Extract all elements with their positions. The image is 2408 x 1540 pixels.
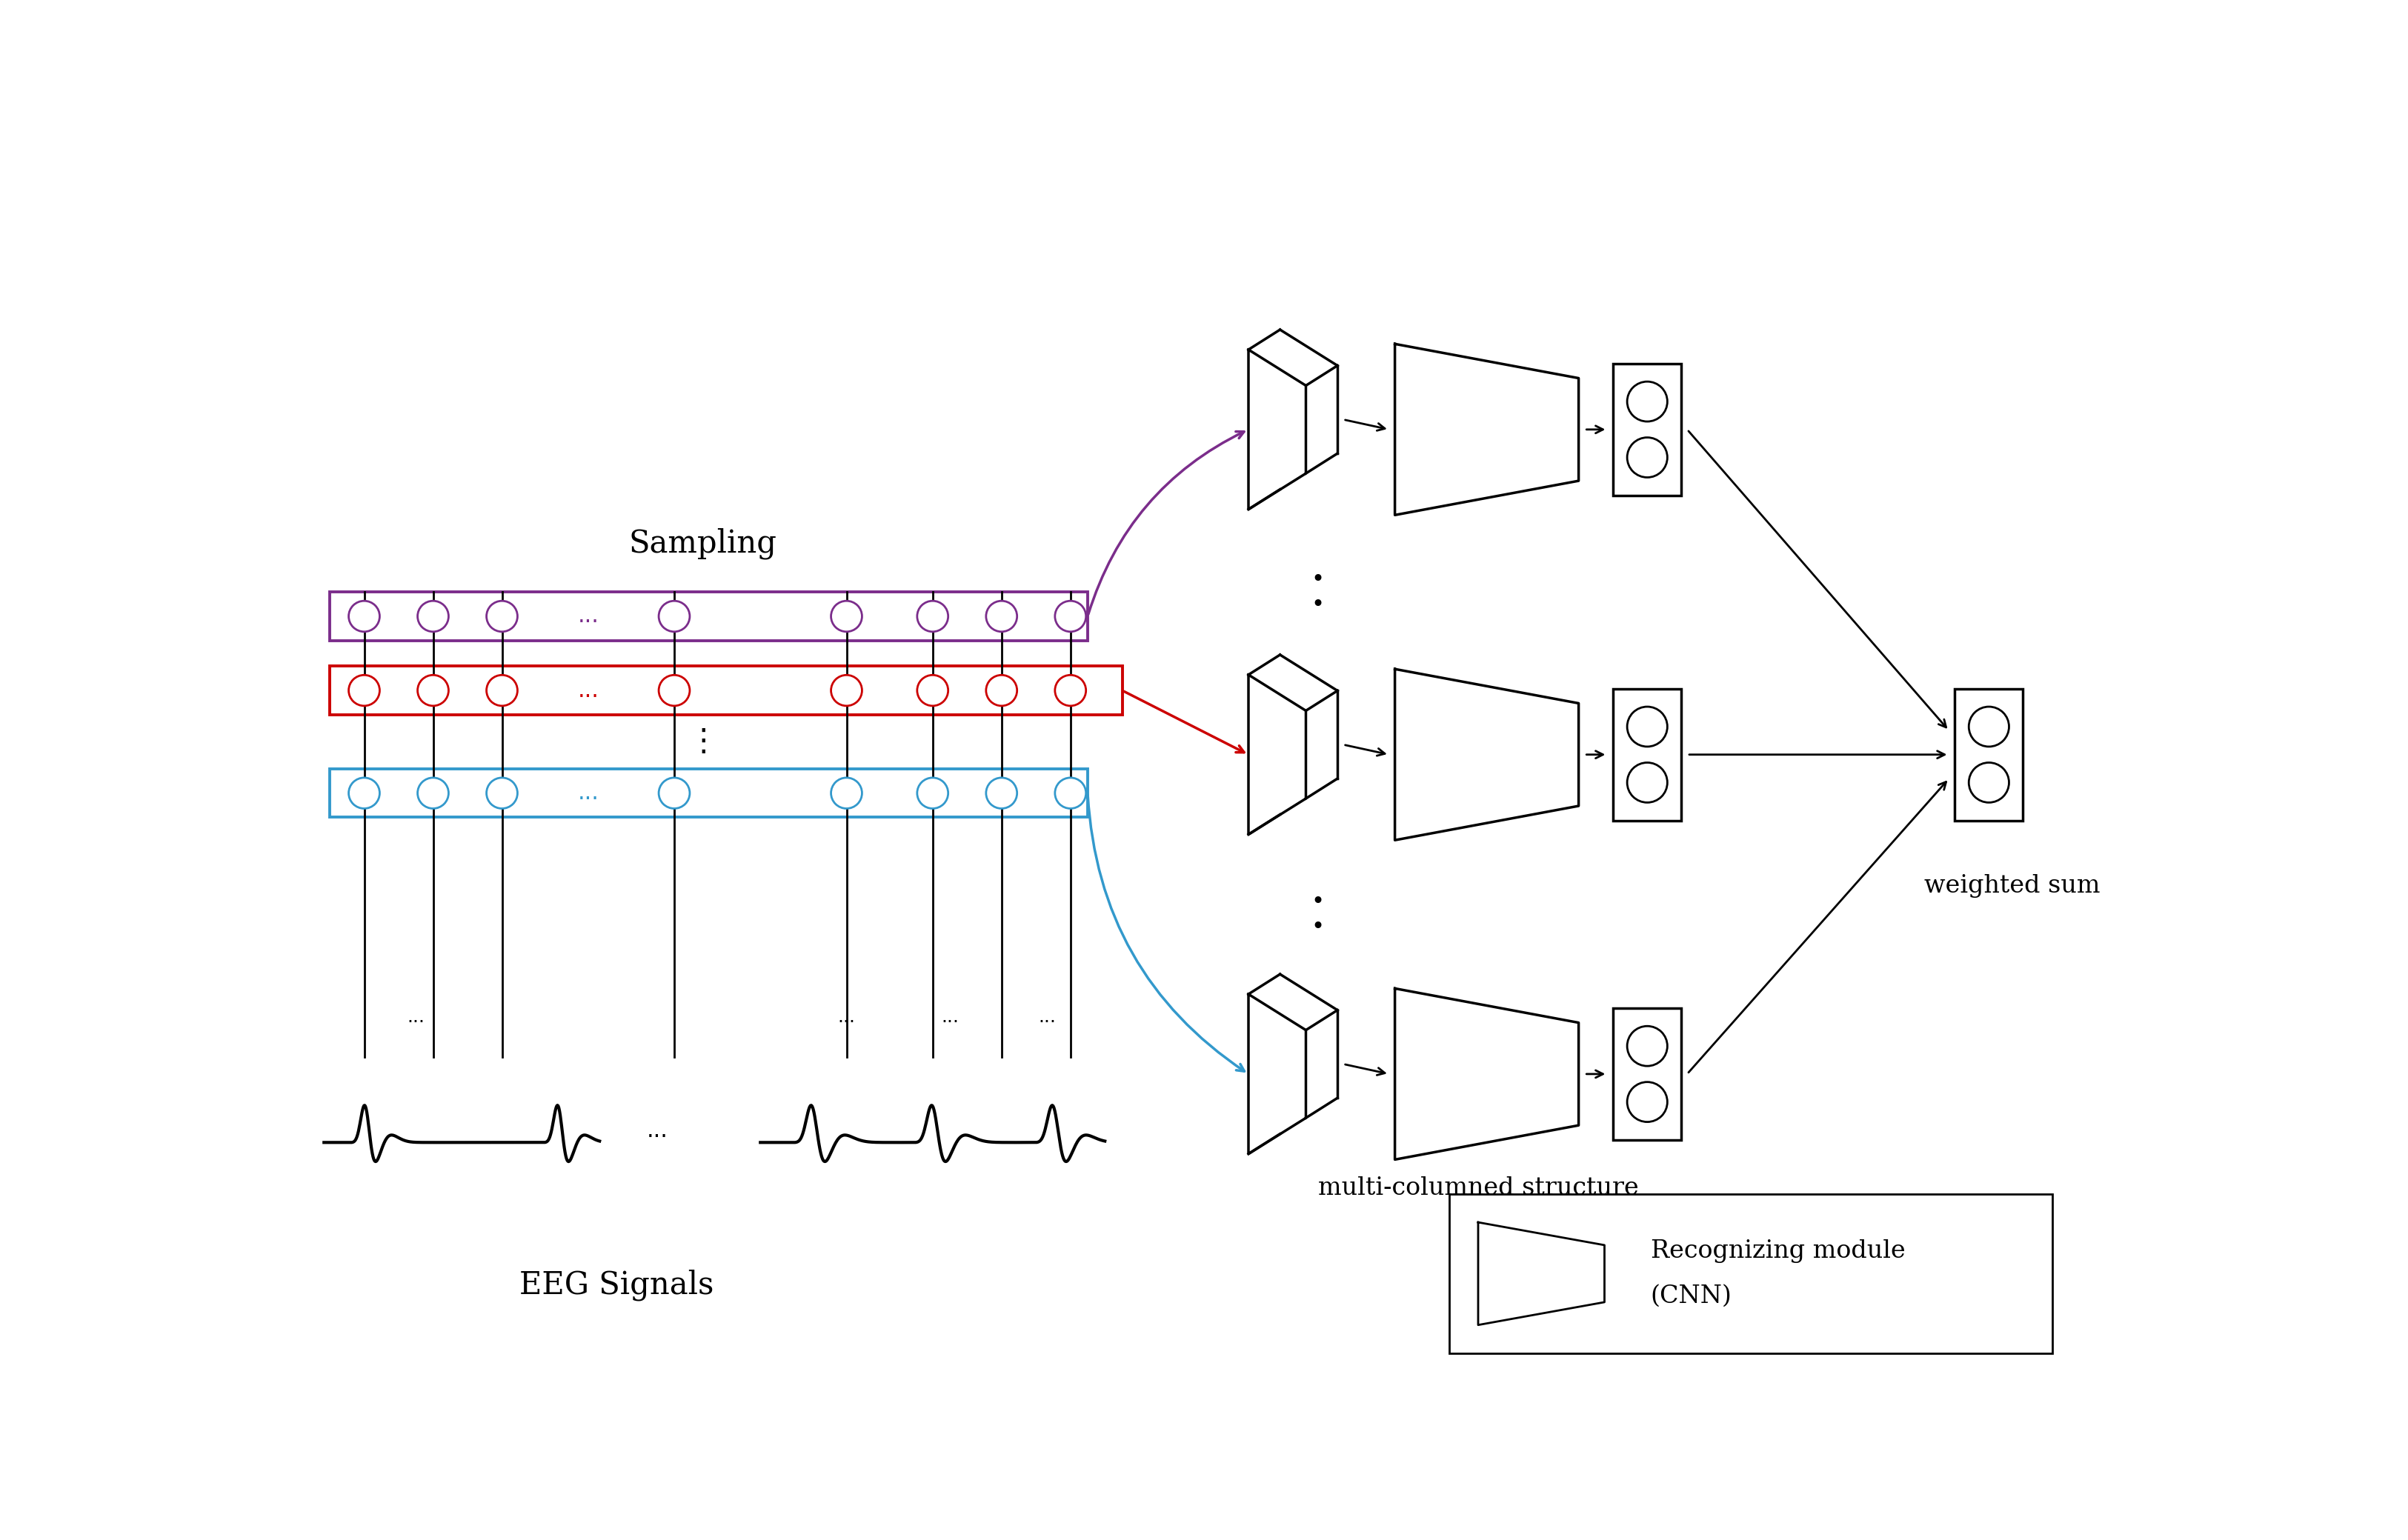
Circle shape [1628, 1083, 1666, 1123]
Bar [330, 591, 1088, 641]
Circle shape [660, 778, 689, 808]
Circle shape [1628, 1026, 1666, 1066]
Circle shape [660, 675, 689, 705]
Circle shape [1628, 437, 1666, 477]
Circle shape [831, 675, 862, 705]
Circle shape [417, 778, 448, 808]
FancyArrowPatch shape [1088, 795, 1245, 1072]
Circle shape [349, 675, 380, 705]
Bar [330, 768, 1088, 818]
FancyArrowPatch shape [1088, 431, 1245, 614]
Circle shape [985, 601, 1016, 631]
Text: Recognizing module: Recognizing module [1649, 1240, 1905, 1263]
Circle shape [985, 675, 1016, 705]
Text: ...: ... [1038, 1009, 1057, 1026]
Circle shape [1628, 382, 1666, 422]
Text: EEG Signals: EEG Signals [520, 1269, 715, 1301]
Bar [1450, 1194, 2052, 1354]
Circle shape [1055, 778, 1086, 808]
Circle shape [486, 601, 518, 631]
Text: ...: ... [407, 1009, 424, 1026]
Bar [1955, 688, 2023, 821]
Circle shape [917, 778, 949, 808]
Text: •
•: • • [1310, 892, 1324, 938]
Text: •
•: • • [1310, 568, 1324, 614]
Text: ...: ... [578, 605, 600, 627]
Circle shape [985, 778, 1016, 808]
Circle shape [349, 778, 380, 808]
Circle shape [831, 601, 862, 631]
Circle shape [917, 675, 949, 705]
Text: ...: ... [942, 1009, 958, 1026]
Text: ...: ... [578, 782, 600, 804]
Circle shape [417, 601, 448, 631]
Circle shape [1628, 762, 1666, 802]
Circle shape [1628, 707, 1666, 747]
Text: multi-columned structure: multi-columned structure [1317, 1177, 1637, 1200]
Circle shape [349, 601, 380, 631]
Text: (CNN): (CNN) [1649, 1284, 1731, 1309]
Bar [1613, 1009, 1681, 1140]
Text: ...: ... [645, 1120, 667, 1141]
Text: ⋮: ⋮ [689, 727, 718, 758]
Text: ...: ... [578, 679, 600, 701]
Circle shape [1055, 601, 1086, 631]
Circle shape [917, 601, 949, 631]
Circle shape [1055, 675, 1086, 705]
FancyArrowPatch shape [1125, 691, 1245, 753]
Circle shape [486, 778, 518, 808]
Bar [1613, 363, 1681, 496]
Text: Sampling: Sampling [628, 528, 778, 559]
Text: ...: ... [838, 1009, 855, 1026]
Circle shape [1970, 762, 2008, 802]
Bar [1613, 688, 1681, 821]
Circle shape [660, 601, 689, 631]
Circle shape [831, 778, 862, 808]
Circle shape [417, 675, 448, 705]
Circle shape [486, 675, 518, 705]
Bar [330, 667, 1122, 715]
Circle shape [1970, 707, 2008, 747]
Text: weighted sum: weighted sum [1924, 873, 2100, 898]
